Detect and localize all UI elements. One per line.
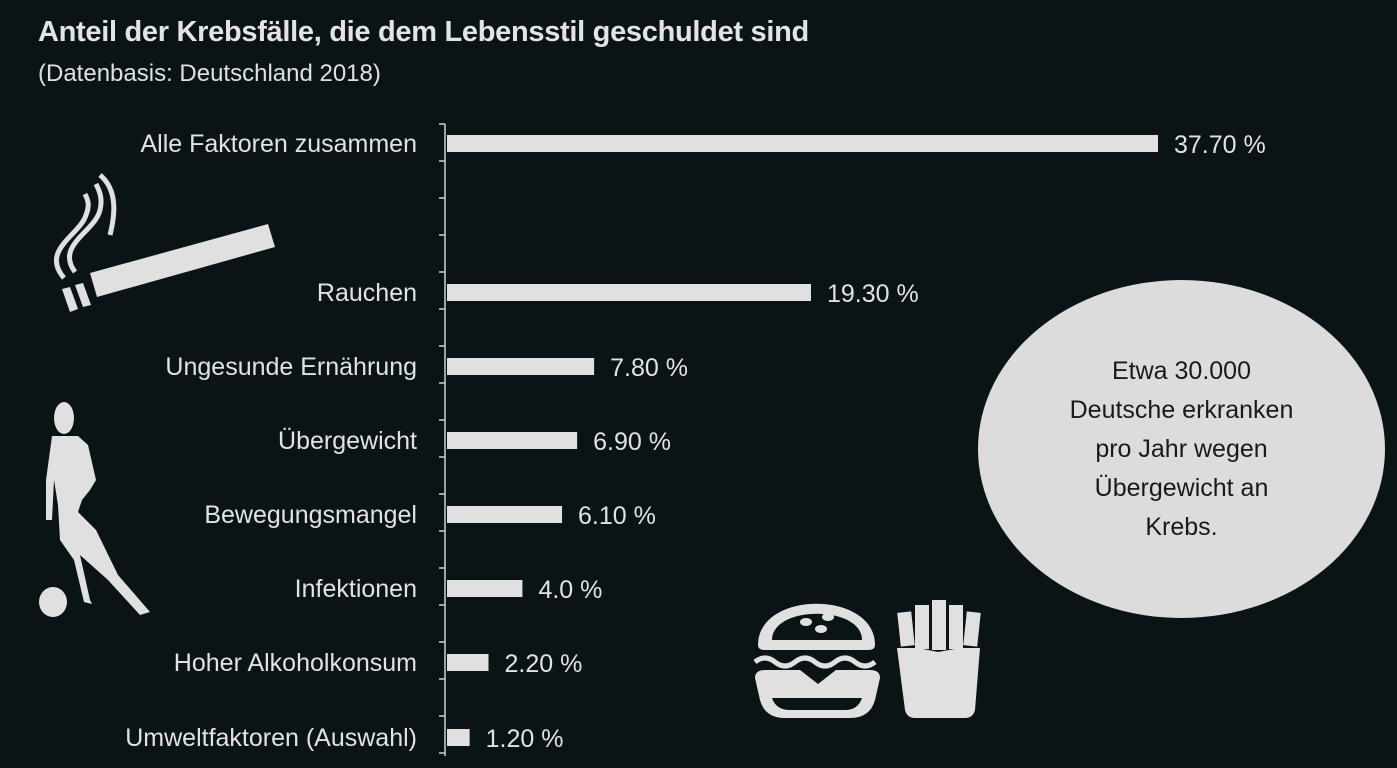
data-label: 2.20 % <box>504 650 582 678</box>
category-label: Übergewicht <box>278 427 417 455</box>
burger-icon <box>753 603 880 718</box>
bar <box>447 358 595 375</box>
bar <box>447 654 489 671</box>
category-label: Infektionen <box>295 575 417 603</box>
bar <box>447 432 578 449</box>
data-label: 37.70 % <box>1174 131 1266 159</box>
data-label: 19.30 % <box>827 280 919 308</box>
football-player-icon <box>39 402 150 617</box>
data-label: 6.10 % <box>578 502 656 530</box>
category-label: Bewegungsmangel <box>204 501 417 529</box>
category-label: Ungesunde Ernährung <box>165 353 417 381</box>
info-bubble-text: Etwa 30.000 Deutsche erkranken pro Jahr … <box>1069 356 1294 541</box>
chart-subtitle: (Datenbasis: Deutschland 2018) <box>38 60 381 87</box>
category-label: Hoher Alkoholkonsum <box>174 649 417 677</box>
data-label: 6.90 % <box>593 428 671 456</box>
category-label: Umweltfaktoren (Auswahl) <box>125 724 417 752</box>
bar <box>447 506 563 523</box>
fries-icon <box>897 600 981 718</box>
bars: Alle Faktoren zusammen 37.70 % Rauchen 19.3… <box>125 130 1266 753</box>
bar <box>447 580 523 597</box>
cigarette-icon <box>54 173 275 312</box>
bar <box>447 284 811 301</box>
bar <box>447 135 1158 152</box>
info-bubble: Etwa 30.000 Deutsche erkranken pro Jahr … <box>978 280 1385 618</box>
data-label: 4.0 % <box>538 576 602 604</box>
y-axis <box>439 123 446 756</box>
data-label: 1.20 % <box>486 725 564 753</box>
chart-title: Anteil der Krebsfälle, die dem Lebenssti… <box>38 16 809 48</box>
data-label: 7.80 % <box>610 354 688 382</box>
category-label: Alle Faktoren zusammen <box>140 130 417 158</box>
category-label: Rauchen <box>317 279 417 307</box>
bar <box>447 729 470 746</box>
